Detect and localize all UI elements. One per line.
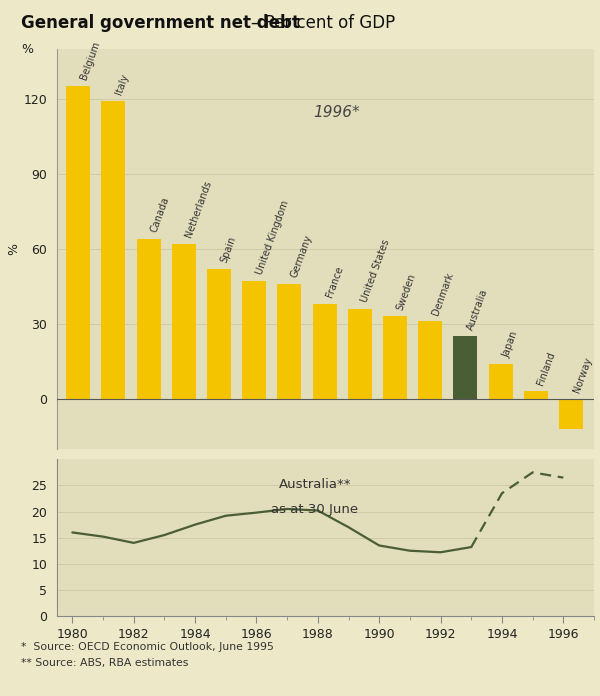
Bar xyxy=(313,304,337,399)
Bar xyxy=(66,86,90,399)
Bar xyxy=(277,284,301,399)
Text: Belgium: Belgium xyxy=(78,40,101,81)
Text: Australia: Australia xyxy=(466,287,490,331)
Bar xyxy=(418,322,442,399)
Text: Germany: Germany xyxy=(289,233,314,279)
Text: France: France xyxy=(325,265,345,299)
Text: United States: United States xyxy=(360,238,392,304)
Text: – Per cent of GDP: – Per cent of GDP xyxy=(251,14,395,32)
Y-axis label: %: % xyxy=(8,243,21,255)
Text: *  Source: OECD Economic Outlook, June 1995: * Source: OECD Economic Outlook, June 19… xyxy=(21,642,274,651)
Text: Japan: Japan xyxy=(500,330,520,359)
Bar xyxy=(489,364,512,399)
Text: 1996*: 1996* xyxy=(313,105,359,120)
Text: Australia**: Australia** xyxy=(278,478,351,491)
Text: %: % xyxy=(21,43,33,56)
Text: Canada: Canada xyxy=(149,196,170,234)
Text: ** Source: ABS, RBA estimates: ** Source: ABS, RBA estimates xyxy=(21,658,188,667)
Bar xyxy=(383,317,407,399)
Text: Netherlands: Netherlands xyxy=(184,180,214,239)
Text: Sweden: Sweden xyxy=(395,271,418,311)
Text: United Kingdom: United Kingdom xyxy=(254,199,290,276)
Text: Italy: Italy xyxy=(113,73,130,96)
Bar xyxy=(137,239,161,399)
Bar xyxy=(454,336,478,399)
Text: Denmark: Denmark xyxy=(430,271,455,317)
Bar xyxy=(242,281,266,399)
Text: Finland: Finland xyxy=(536,350,557,386)
Bar xyxy=(524,391,548,399)
Bar xyxy=(559,399,583,429)
Text: General government net debt: General government net debt xyxy=(21,14,300,32)
Text: as at 30 June: as at 30 June xyxy=(271,503,358,516)
Text: Spain: Spain xyxy=(219,235,238,264)
Bar xyxy=(207,269,231,399)
Bar xyxy=(101,101,125,399)
Bar xyxy=(172,244,196,399)
Text: Norway: Norway xyxy=(571,356,593,394)
Bar xyxy=(348,309,372,399)
